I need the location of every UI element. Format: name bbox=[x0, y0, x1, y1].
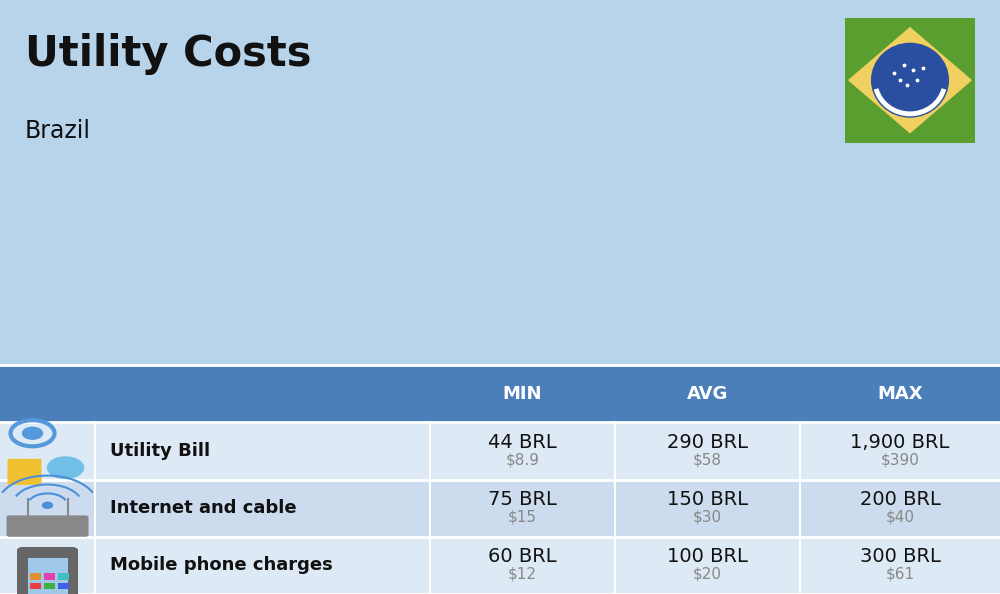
Text: 1,900 BRL: 1,900 BRL bbox=[850, 433, 950, 452]
Bar bbox=[58, 583, 68, 589]
Bar bbox=[0, 365, 1000, 422]
FancyBboxPatch shape bbox=[7, 516, 89, 537]
Text: MIN: MIN bbox=[503, 385, 542, 403]
Text: 300 BRL: 300 BRL bbox=[860, 547, 940, 566]
Text: 290 BRL: 290 BRL bbox=[667, 433, 748, 452]
Text: Internet and cable: Internet and cable bbox=[110, 499, 297, 517]
Bar bbox=[28, 558, 68, 594]
Text: Utility Bill: Utility Bill bbox=[110, 442, 210, 460]
Text: $15: $15 bbox=[508, 509, 537, 525]
Text: $12: $12 bbox=[508, 567, 537, 582]
Text: 200 BRL: 200 BRL bbox=[860, 490, 940, 509]
FancyBboxPatch shape bbox=[17, 548, 78, 594]
Bar bbox=[44, 583, 55, 589]
Text: $40: $40 bbox=[886, 509, 914, 525]
Text: 75 BRL: 75 BRL bbox=[488, 490, 557, 509]
Text: 60 BRL: 60 BRL bbox=[488, 547, 557, 566]
Bar bbox=[0, 480, 1000, 537]
Text: $30: $30 bbox=[693, 509, 722, 525]
Text: $8.9: $8.9 bbox=[506, 452, 540, 467]
Text: Brazil: Brazil bbox=[25, 119, 91, 143]
Bar bbox=[0, 422, 1000, 480]
Text: Mobile phone charges: Mobile phone charges bbox=[110, 557, 333, 574]
Text: MAX: MAX bbox=[877, 385, 923, 403]
Bar bbox=[0, 537, 1000, 594]
Bar bbox=[44, 573, 55, 580]
Text: $58: $58 bbox=[693, 452, 722, 467]
Text: Utility Costs: Utility Costs bbox=[25, 33, 312, 75]
Text: 100 BRL: 100 BRL bbox=[667, 547, 748, 566]
Circle shape bbox=[872, 43, 948, 117]
Bar bbox=[30, 573, 40, 580]
Text: $20: $20 bbox=[693, 567, 722, 582]
Circle shape bbox=[22, 427, 42, 439]
Bar bbox=[30, 583, 40, 589]
Circle shape bbox=[42, 503, 52, 508]
Text: $61: $61 bbox=[885, 567, 915, 582]
Text: $390: $390 bbox=[881, 452, 919, 467]
Circle shape bbox=[48, 457, 84, 478]
FancyBboxPatch shape bbox=[8, 459, 42, 485]
Bar bbox=[58, 573, 68, 580]
Polygon shape bbox=[849, 28, 971, 132]
Text: AVG: AVG bbox=[687, 385, 728, 403]
Text: 150 BRL: 150 BRL bbox=[667, 490, 748, 509]
Text: 44 BRL: 44 BRL bbox=[488, 433, 557, 452]
